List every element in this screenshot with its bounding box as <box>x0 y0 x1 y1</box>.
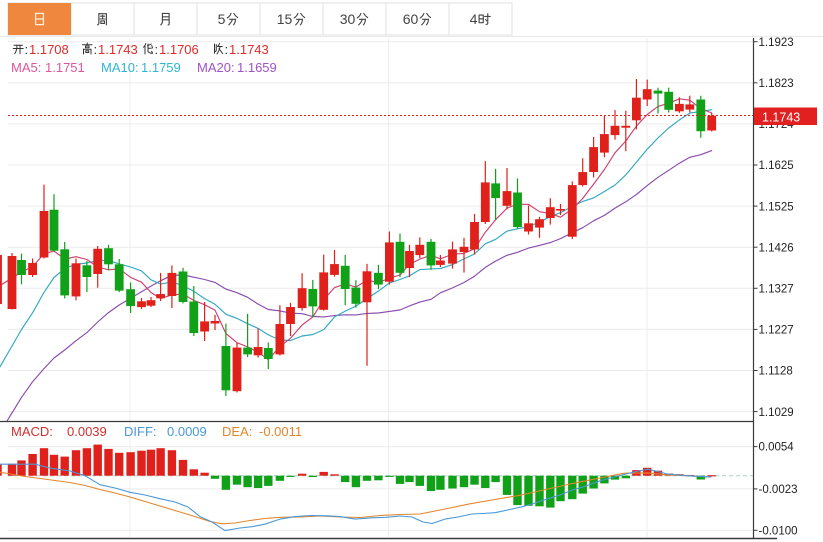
svg-text:MA10: 1.1759: MA10: 1.1759 <box>101 60 181 75</box>
svg-text:15: 15 <box>277 11 293 27</box>
svg-text:MA5: 1.1751: MA5: 1.1751 <box>11 60 85 75</box>
svg-text:1.1743: 1.1743 <box>229 42 269 57</box>
svg-text:1.1327: 1.1327 <box>759 284 794 296</box>
svg-text::: : <box>25 42 29 57</box>
svg-text:-0.0023: -0.0023 <box>759 484 798 496</box>
svg-text:1.1923: 1.1923 <box>759 37 794 49</box>
svg-text::: : <box>94 42 98 57</box>
svg-text:DEA: -0.0011: DEA: -0.0011 <box>222 424 302 439</box>
svg-text:1.1227: 1.1227 <box>759 325 794 337</box>
svg-text:4: 4 <box>470 11 478 27</box>
svg-text:1.1625: 1.1625 <box>759 160 794 172</box>
svg-text:1.1128: 1.1128 <box>759 366 793 378</box>
svg-text:1.1706: 1.1706 <box>159 42 199 57</box>
svg-text:30: 30 <box>340 11 356 27</box>
svg-text:1.1426: 1.1426 <box>759 242 794 254</box>
svg-text:0.0054: 0.0054 <box>759 442 795 454</box>
svg-text:1.1029: 1.1029 <box>759 407 794 419</box>
svg-text:1.1823: 1.1823 <box>759 78 794 90</box>
svg-text::: : <box>155 42 159 57</box>
svg-text:1.1743: 1.1743 <box>98 42 138 57</box>
svg-text:1.1708: 1.1708 <box>29 42 69 57</box>
svg-text:5: 5 <box>218 11 226 27</box>
svg-text:1.1743: 1.1743 <box>762 111 800 125</box>
svg-text::: : <box>225 42 229 57</box>
svg-text:1.1525: 1.1525 <box>759 201 794 213</box>
svg-text:60: 60 <box>403 11 419 27</box>
svg-text:-0.0100: -0.0100 <box>759 525 798 537</box>
svg-text:MA20: 1.1659: MA20: 1.1659 <box>197 60 277 75</box>
